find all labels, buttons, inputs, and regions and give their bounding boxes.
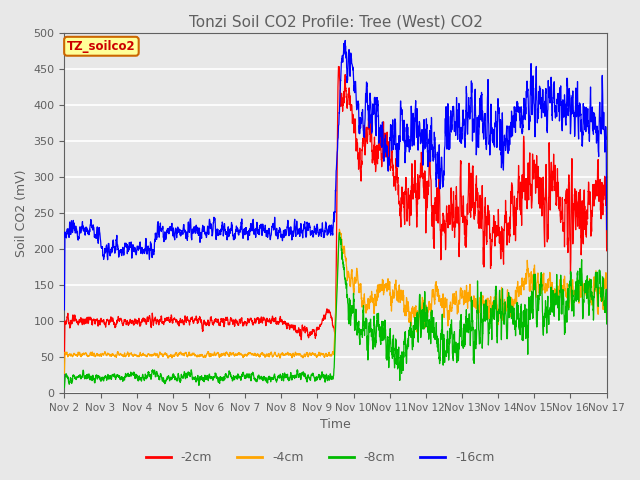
Text: TZ_soilco2: TZ_soilco2 — [67, 40, 136, 53]
Title: Tonzi Soil CO2 Profile: Tree (West) CO2: Tonzi Soil CO2 Profile: Tree (West) CO2 — [189, 15, 483, 30]
Legend: -2cm, -4cm, -8cm, -16cm: -2cm, -4cm, -8cm, -16cm — [141, 446, 499, 469]
X-axis label: Time: Time — [320, 419, 351, 432]
Y-axis label: Soil CO2 (mV): Soil CO2 (mV) — [15, 169, 28, 257]
